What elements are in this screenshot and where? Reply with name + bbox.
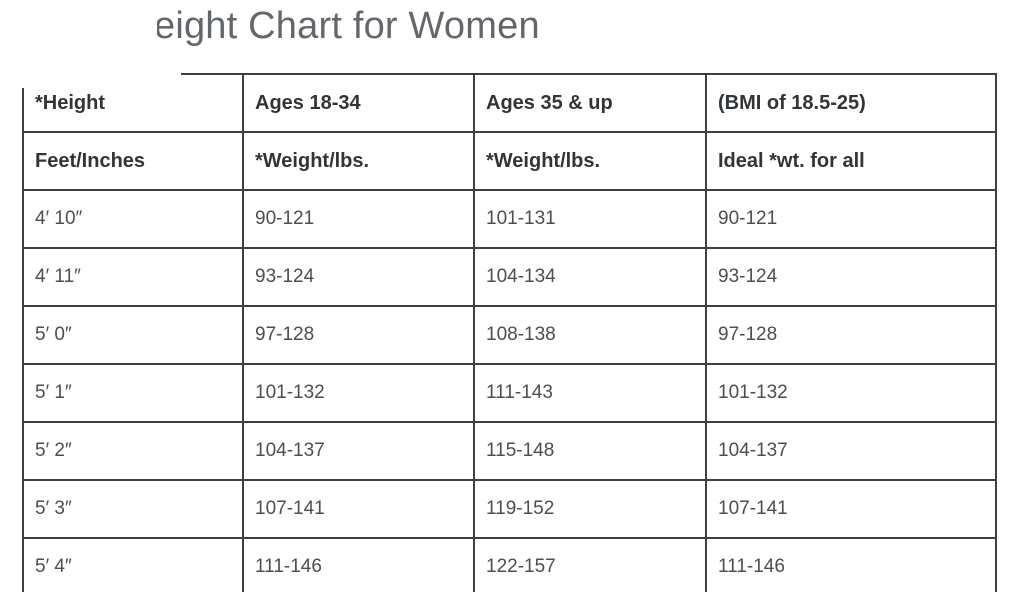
table-row: 4′ 11″ 93-124 104-134 93-124 [22, 247, 997, 307]
header-cell-bmi: (BMI of 18.5-25) [705, 73, 997, 133]
cell-weight-35-up: 111-143 [473, 363, 707, 423]
cell-weight-18-34: 90-121 [242, 189, 475, 249]
cell-weight-18-34: 107-141 [242, 479, 475, 539]
cell-ideal-weight: 90-121 [705, 189, 997, 249]
table-row: 5′ 2″ 104-137 115-148 104-137 [22, 421, 997, 481]
cell-ideal-weight: 93-124 [705, 247, 997, 307]
cell-ideal-weight: 101-132 [705, 363, 997, 423]
cell-weight-18-34: 93-124 [242, 247, 475, 307]
header-cell-ages-35-up: Ages 35 & up [473, 73, 707, 133]
cell-weight-35-up: 101-131 [473, 189, 707, 249]
cell-ideal-weight: 107-141 [705, 479, 997, 539]
cell-height: 5′ 3″ [22, 479, 244, 539]
cell-height: 4′ 11″ [22, 247, 244, 307]
header-cell-ages-18-34: Ages 18-34 [242, 73, 475, 133]
cell-weight-35-up: 119-152 [473, 479, 707, 539]
header-row-2: Feet/Inches *Weight/lbs. *Weight/lbs. Id… [22, 131, 997, 191]
cell-ideal-weight: 97-128 [705, 305, 997, 365]
cell-height: 5′ 2″ [22, 421, 244, 481]
page-title: eight Chart for Women [157, 5, 540, 47]
cell-height: 5′ 0″ [22, 305, 244, 365]
white-occlusion-patch [0, 52, 181, 88]
header-cell-weight-lbs-1: *Weight/lbs. [242, 131, 475, 191]
cell-ideal-weight: 104-137 [705, 421, 997, 481]
header-cell-ideal-wt: Ideal *wt. for all [705, 131, 997, 191]
cell-weight-35-up: 122-157 [473, 537, 707, 592]
cell-ideal-weight: 111-146 [705, 537, 997, 592]
cell-weight-35-up: 115-148 [473, 421, 707, 481]
header-row-1: *Height Ages 18-34 Ages 35 & up (BMI of … [22, 73, 997, 133]
table-row: 5′ 4″ 111-146 122-157 111-146 [22, 537, 997, 592]
cell-height: 5′ 1″ [22, 363, 244, 423]
cell-weight-18-34: 97-128 [242, 305, 475, 365]
table-container: *Height Ages 18-34 Ages 35 & up (BMI of … [22, 73, 997, 592]
table-row: 5′ 3″ 107-141 119-152 107-141 [22, 479, 997, 539]
table-row: 5′ 1″ 101-132 111-143 101-132 [22, 363, 997, 423]
table-row: 5′ 0″ 97-128 108-138 97-128 [22, 305, 997, 365]
page-title-clip: eight Chart for Women [157, 1, 777, 57]
header-cell-feet-inches: Feet/Inches [22, 131, 244, 191]
table-row: 4′ 10″ 90-121 101-131 90-121 [22, 189, 997, 249]
cell-weight-35-up: 104-134 [473, 247, 707, 307]
height-weight-table: *Height Ages 18-34 Ages 35 & up (BMI of … [22, 73, 997, 592]
cell-height: 4′ 10″ [22, 189, 244, 249]
cell-weight-18-34: 101-132 [242, 363, 475, 423]
cell-height: 5′ 4″ [22, 537, 244, 592]
cell-weight-18-34: 104-137 [242, 421, 475, 481]
cell-weight-35-up: 108-138 [473, 305, 707, 365]
cell-weight-18-34: 111-146 [242, 537, 475, 592]
header-cell-weight-lbs-2: *Weight/lbs. [473, 131, 707, 191]
